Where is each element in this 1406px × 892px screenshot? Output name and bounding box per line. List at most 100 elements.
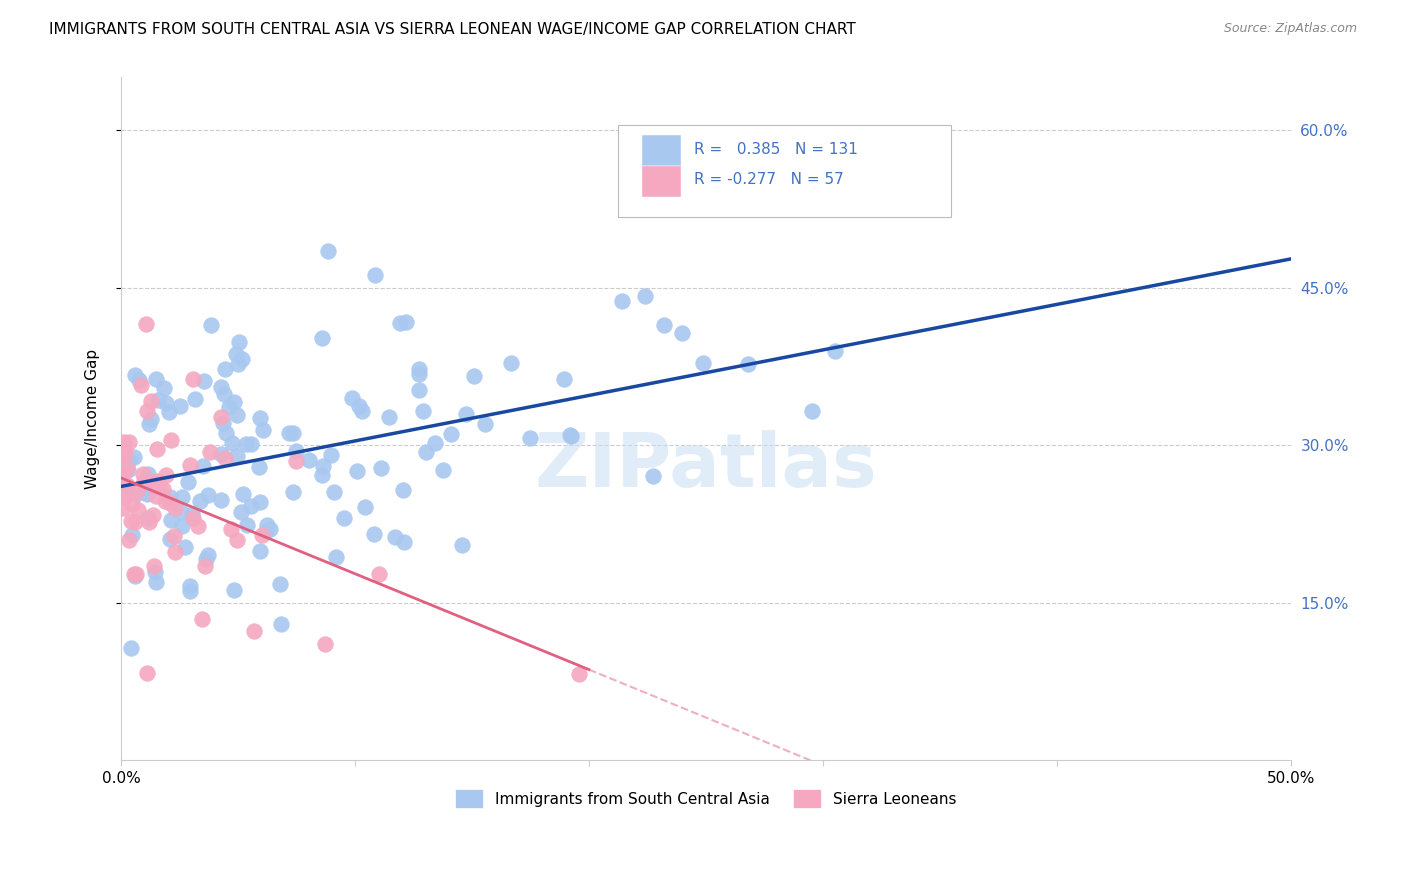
- Point: [226, 357, 249, 371]
- Point: [169, 399, 191, 413]
- Point: [194, 558, 217, 573]
- Point: [281, 484, 304, 499]
- Point: [148, 392, 170, 407]
- Point: [136, 511, 159, 525]
- Point: [231, 352, 253, 367]
- Point: [249, 495, 271, 509]
- Point: [232, 486, 254, 500]
- Point: [408, 368, 430, 382]
- Point: [737, 357, 759, 371]
- Point: [314, 637, 336, 651]
- Point: [389, 317, 412, 331]
- Point: [111, 467, 134, 481]
- Point: [125, 567, 148, 582]
- Point: [114, 448, 136, 462]
- Point: [110, 462, 132, 476]
- Point: [222, 395, 245, 409]
- Point: [170, 490, 193, 504]
- FancyBboxPatch shape: [641, 135, 682, 166]
- Point: [560, 429, 582, 443]
- Point: [350, 404, 373, 418]
- Point: [225, 533, 247, 548]
- Point: [142, 559, 165, 574]
- Point: [311, 468, 333, 483]
- Point: [165, 501, 187, 516]
- Point: [155, 468, 177, 483]
- Point: [115, 486, 138, 500]
- Text: ZIPatlas: ZIPatlas: [534, 430, 877, 503]
- Point: [214, 425, 236, 440]
- Point: [146, 474, 169, 488]
- Point: [440, 426, 463, 441]
- Point: [321, 448, 343, 462]
- Point: [692, 356, 714, 370]
- Point: [170, 505, 193, 519]
- Point: [146, 442, 169, 457]
- Point: [235, 436, 257, 450]
- Point: [118, 434, 141, 449]
- Point: [824, 344, 846, 359]
- Point: [121, 497, 143, 511]
- Point: [136, 487, 159, 501]
- Point: [363, 526, 385, 541]
- Point: [212, 416, 235, 430]
- Point: [209, 410, 232, 425]
- Point: [394, 534, 416, 549]
- Legend: Immigrants from South Central Asia, Sierra Leoneans: Immigrants from South Central Asia, Sier…: [450, 783, 962, 814]
- Point: [226, 408, 249, 422]
- Point: [342, 391, 364, 405]
- Point: [225, 449, 247, 463]
- Point: [256, 517, 278, 532]
- Point: [135, 317, 157, 331]
- Point: [240, 437, 263, 451]
- Point: [250, 528, 273, 542]
- Point: [225, 347, 247, 361]
- Point: [118, 533, 141, 547]
- Point: [415, 444, 437, 458]
- Point: [180, 508, 202, 522]
- Point: [136, 467, 159, 482]
- Point: [610, 294, 633, 309]
- Point: [115, 477, 138, 491]
- Point: [165, 545, 187, 559]
- Point: [652, 318, 675, 332]
- Point: [236, 518, 259, 533]
- Point: [285, 454, 308, 468]
- Point: [347, 399, 370, 413]
- Point: [138, 417, 160, 431]
- Point: [131, 467, 153, 481]
- Point: [377, 409, 399, 424]
- Point: [269, 576, 291, 591]
- Point: [181, 372, 204, 386]
- Point: [152, 482, 174, 496]
- Point: [145, 575, 167, 590]
- Point: [183, 392, 205, 407]
- Point: [501, 355, 523, 369]
- Point: [392, 483, 415, 498]
- Point: [159, 490, 181, 504]
- Point: [159, 533, 181, 547]
- Text: R =   0.385   N = 131: R = 0.385 N = 131: [695, 142, 858, 157]
- Point: [298, 452, 321, 467]
- Point: [346, 464, 368, 478]
- Point: [249, 544, 271, 558]
- Point: [142, 475, 165, 490]
- Point: [395, 315, 418, 329]
- Point: [160, 434, 183, 448]
- Point: [122, 450, 145, 465]
- Point: [141, 393, 163, 408]
- Point: [195, 552, 218, 566]
- Point: [112, 467, 135, 481]
- Point: [558, 428, 581, 442]
- Point: [200, 318, 222, 332]
- Point: [311, 331, 333, 345]
- Point: [135, 403, 157, 417]
- Point: [112, 435, 135, 450]
- Point: [179, 579, 201, 593]
- Point: [311, 458, 333, 473]
- Point: [228, 334, 250, 349]
- Point: [191, 612, 214, 626]
- Point: [643, 468, 665, 483]
- Point: [801, 404, 824, 418]
- Point: [132, 474, 155, 488]
